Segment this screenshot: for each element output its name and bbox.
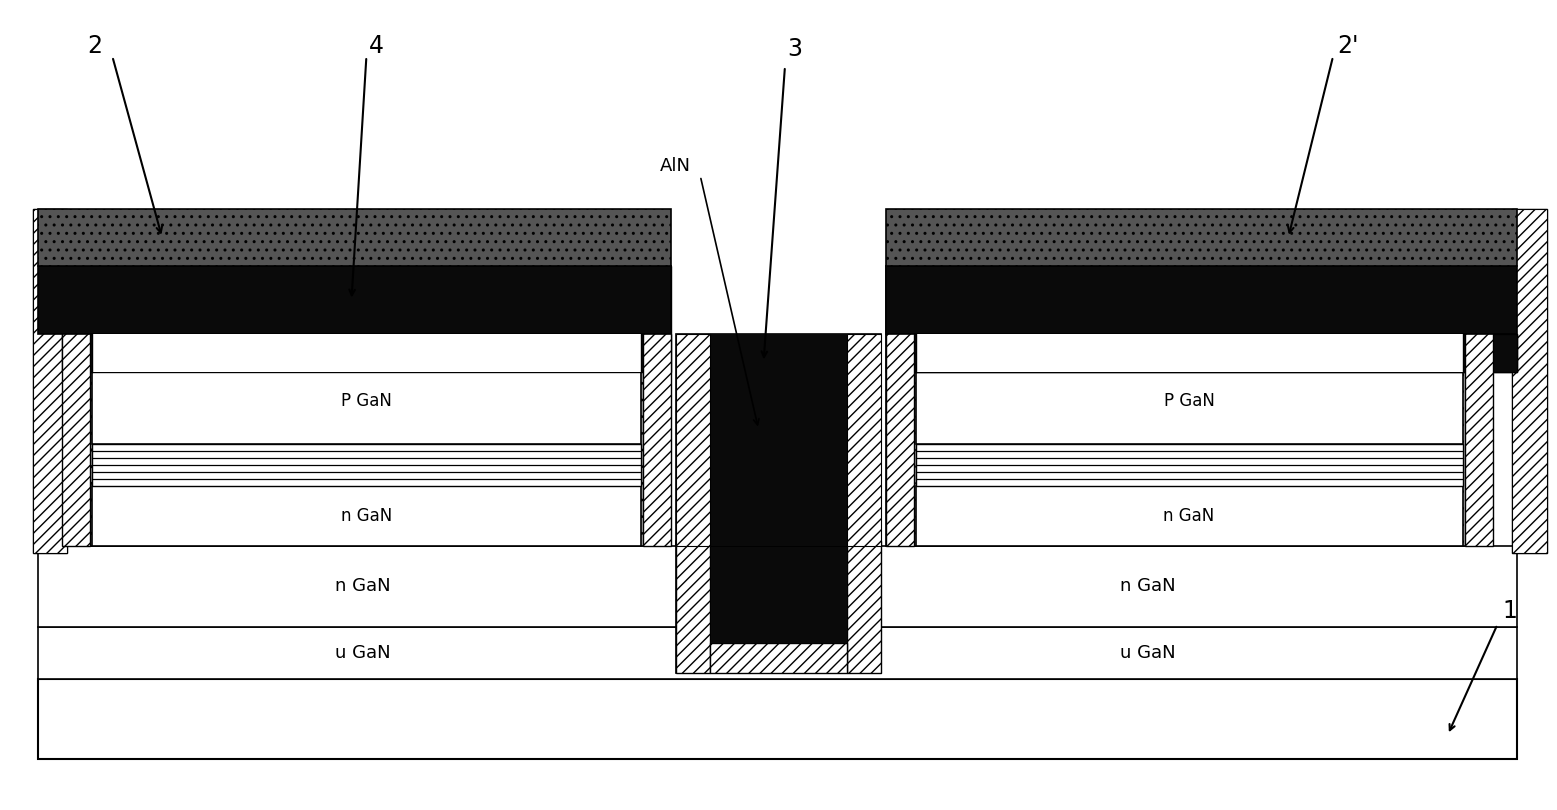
Text: n GaN: n GaN (1163, 506, 1214, 525)
Text: 4: 4 (369, 34, 385, 58)
Text: 2': 2' (1337, 34, 1359, 58)
Bar (33, 209, 67, 553)
Bar (886, 266, 1493, 545)
Bar (92, 486, 641, 545)
Bar (886, 335, 1518, 372)
Bar (37, 209, 671, 266)
Bar (710, 643, 847, 673)
Text: n GaN: n GaN (341, 506, 392, 525)
Bar (62, 266, 671, 545)
Bar (1512, 209, 1548, 553)
Bar (676, 335, 881, 545)
Bar (916, 444, 1462, 486)
Bar (37, 627, 1518, 679)
Bar (916, 335, 1462, 372)
Bar (643, 266, 671, 545)
Text: 3: 3 (788, 37, 802, 62)
Text: n GaN: n GaN (1119, 578, 1176, 595)
Bar (710, 540, 847, 643)
Bar (62, 266, 90, 545)
Bar (886, 335, 1518, 372)
Bar (1512, 209, 1548, 553)
Bar (676, 540, 881, 673)
Text: 2: 2 (87, 34, 101, 58)
Bar (676, 540, 710, 673)
Bar (916, 372, 1462, 444)
Bar (886, 335, 1518, 372)
Bar (847, 335, 881, 545)
Bar (92, 444, 641, 486)
Text: P GaN: P GaN (1163, 392, 1214, 410)
Bar (62, 335, 671, 372)
Bar (37, 679, 1518, 759)
Bar (92, 335, 641, 372)
Bar (886, 209, 1518, 266)
Bar (847, 540, 881, 673)
Bar (710, 335, 847, 545)
Bar (37, 545, 1518, 627)
Text: 1: 1 (1503, 599, 1517, 623)
Text: AlN: AlN (660, 157, 691, 175)
Bar (676, 335, 710, 545)
Bar (37, 266, 671, 335)
Text: P GaN: P GaN (341, 392, 392, 410)
Bar (886, 266, 1518, 335)
Bar (1465, 266, 1493, 545)
Text: u GaN: u GaN (1119, 644, 1176, 662)
Text: u GaN: u GaN (335, 644, 391, 662)
Bar (886, 266, 914, 545)
Text: n GaN: n GaN (335, 578, 391, 595)
Bar (33, 209, 67, 553)
Bar (916, 486, 1462, 545)
Bar (92, 372, 641, 444)
